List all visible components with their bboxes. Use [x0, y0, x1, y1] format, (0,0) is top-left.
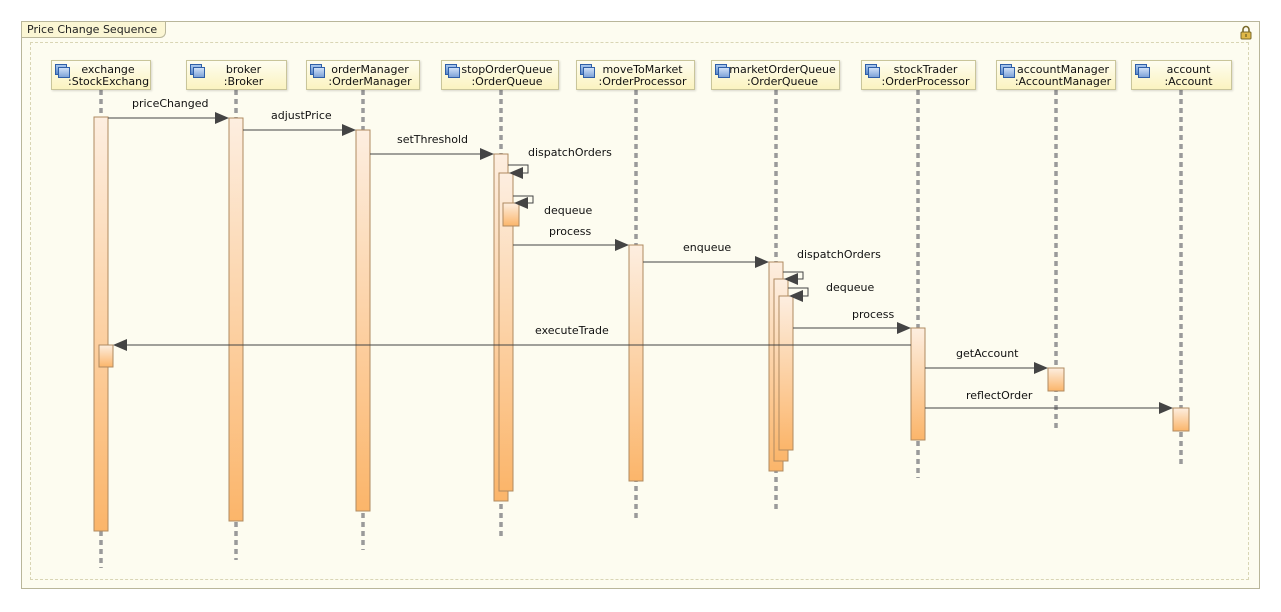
- class-icon: [718, 67, 730, 78]
- message-label: dispatchOrders: [528, 146, 612, 159]
- message-setThreshold-2[interactable]: [370, 148, 494, 160]
- class-icon: [1003, 67, 1015, 78]
- class-icon: [58, 67, 70, 78]
- activation-account[interactable]: [1172, 407, 1190, 432]
- lifeline-head-broker[interactable]: broker:Broker: [186, 60, 287, 90]
- lifeline-name: stockTrader: [893, 63, 958, 76]
- lifeline-type: :OrderQueue: [746, 75, 819, 88]
- message-label: getAccount: [956, 347, 1019, 360]
- lifeline-type: :OrderProcessor: [598, 75, 687, 88]
- message-label: setThreshold: [397, 133, 468, 146]
- message-dispatchOrders-3[interactable]: [508, 164, 529, 179]
- activation-moveToMarket[interactable]: [628, 244, 644, 482]
- lifeline-head-moveToMarket[interactable]: moveToMarket:OrderProcessor: [576, 60, 695, 90]
- message-enqueue-6[interactable]: [643, 256, 769, 268]
- class-icon: [583, 67, 595, 78]
- lock-icon[interactable]: [1239, 25, 1253, 40]
- message-priceChanged-0[interactable]: [108, 112, 229, 124]
- lifeline-name: orderManager: [331, 63, 409, 76]
- lifeline-name: marketOrderQueue: [729, 63, 836, 76]
- activation-stopOrderQueue-dequeue[interactable]: [502, 202, 520, 227]
- lifeline-head-accountManager[interactable]: accountManager:AccountManager: [996, 60, 1116, 90]
- activation-accountManager[interactable]: [1047, 367, 1065, 392]
- message-label: enqueue: [683, 241, 731, 254]
- message-dequeue-8[interactable]: [788, 287, 809, 302]
- lifeline-name: broker: [225, 63, 262, 76]
- lifeline-head-marketOrderQueue[interactable]: marketOrderQueue:OrderQueue: [711, 60, 840, 90]
- lifeline-head-exchange[interactable]: exchange:StockExchang: [51, 60, 151, 90]
- activation-broker[interactable]: [228, 117, 244, 522]
- lifeline-name: account: [1166, 63, 1211, 76]
- activation-exchange[interactable]: [93, 116, 109, 532]
- lifeline-type: :OrderManager: [328, 75, 412, 88]
- lifeline-type: :Account: [1164, 75, 1213, 88]
- class-icon: [448, 67, 460, 78]
- lifeline-type: :OrderProcessor: [881, 75, 970, 88]
- lifeline-head-stopOrderQueue[interactable]: stopOrderQueue:OrderQueue: [441, 60, 559, 90]
- lifeline-name: exchange: [81, 63, 135, 76]
- lifeline-name: moveToMarket: [602, 63, 683, 76]
- class-icon: [1138, 67, 1150, 78]
- lifeline-type: :StockExchang: [68, 75, 150, 88]
- activation-stockTrader[interactable]: [910, 327, 926, 441]
- lifeline-type: :OrderQueue: [471, 75, 543, 88]
- message-label: dequeue: [826, 281, 874, 294]
- message-label: process: [852, 308, 895, 321]
- lifeline-head-stockTrader[interactable]: stockTrader:OrderProcessor: [861, 60, 976, 90]
- message-label: executeTrade: [535, 324, 609, 337]
- message-dispatchOrders-7[interactable]: [783, 271, 804, 285]
- message-process-9[interactable]: [793, 322, 911, 334]
- lifeline-head-orderManager[interactable]: orderManager:OrderManager: [306, 60, 420, 90]
- message-label: priceChanged: [132, 97, 208, 110]
- message-adjustPrice-1[interactable]: [243, 124, 356, 136]
- message-label: dequeue: [544, 204, 592, 217]
- message-label: reflectOrder: [966, 389, 1033, 402]
- activation-orderManager[interactable]: [355, 129, 371, 512]
- activation-exchange-executeTrade[interactable]: [98, 344, 114, 368]
- frame-inner-border: [30, 42, 1249, 580]
- message-process-5[interactable]: [513, 239, 629, 251]
- class-icon: [868, 67, 880, 78]
- message-reflectOrder-12[interactable]: [925, 402, 1173, 414]
- lifeline-name: stopOrderQueue: [461, 63, 553, 76]
- lifeline-head-account[interactable]: account:Account: [1131, 60, 1232, 90]
- class-icon: [193, 67, 205, 78]
- frame-title: Price Change Sequence: [22, 22, 167, 38]
- class-icon: [313, 67, 325, 78]
- lifeline-name: accountManager: [1016, 63, 1110, 76]
- message-dequeue-4[interactable]: [513, 195, 534, 209]
- activation-stopOrderQueue-dispatch[interactable]: [498, 172, 514, 492]
- activation-marketOrderQueue-dequeue[interactable]: [778, 295, 794, 451]
- message-label: adjustPrice: [271, 109, 332, 122]
- message-getAccount-11[interactable]: [925, 362, 1048, 374]
- message-label: dispatchOrders: [797, 248, 881, 261]
- message-label: process: [549, 225, 592, 238]
- lifeline-type: :AccountManager: [1014, 75, 1112, 88]
- lifeline-type: :Broker: [223, 75, 264, 88]
- message-executeTrade-10[interactable]: [113, 339, 911, 351]
